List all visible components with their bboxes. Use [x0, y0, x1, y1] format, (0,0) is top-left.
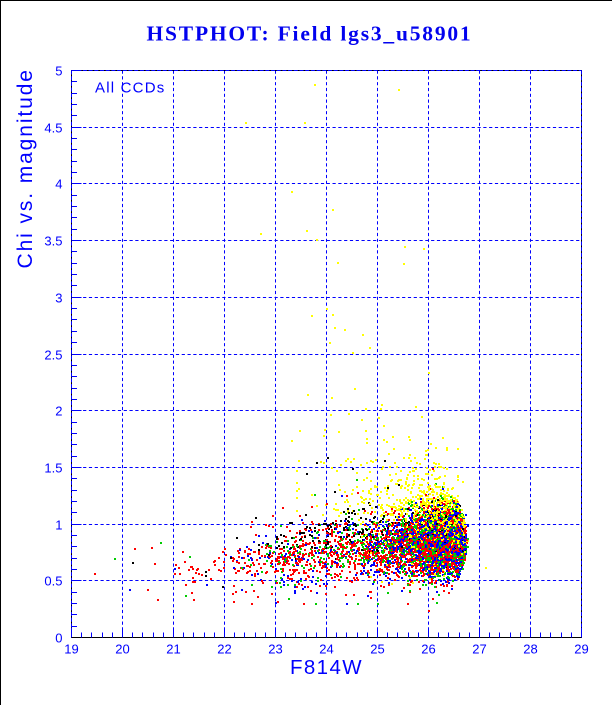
svg-text:23: 23	[268, 642, 282, 657]
svg-text:1.5: 1.5	[44, 461, 62, 476]
svg-text:4: 4	[55, 177, 62, 192]
svg-text:29: 29	[574, 642, 588, 657]
svg-text:3: 3	[55, 291, 62, 306]
svg-text:25: 25	[370, 642, 384, 657]
svg-text:2: 2	[55, 404, 62, 419]
svg-text:HSTPHOT: Field lgs3_u58901: HSTPHOT: Field lgs3_u58901	[147, 22, 473, 46]
svg-text:0: 0	[55, 631, 62, 646]
svg-text:19: 19	[64, 642, 78, 657]
svg-text:22: 22	[217, 642, 231, 657]
svg-text:24: 24	[319, 642, 333, 657]
svg-text:Chi vs. magnitude: Chi vs. magnitude	[14, 68, 37, 268]
svg-text:0.5: 0.5	[44, 574, 62, 589]
svg-text:3.5: 3.5	[44, 234, 62, 249]
svg-text:F814W: F814W	[290, 656, 363, 679]
svg-text:27: 27	[472, 642, 486, 657]
svg-text:2.5: 2.5	[44, 348, 62, 363]
svg-text:21: 21	[166, 642, 180, 657]
svg-text:4.5: 4.5	[44, 121, 62, 136]
svg-text:20: 20	[115, 642, 129, 657]
svg-text:5: 5	[55, 64, 62, 79]
svg-text:1: 1	[55, 518, 62, 533]
svg-text:28: 28	[523, 642, 537, 657]
svg-text:26: 26	[421, 642, 435, 657]
svg-text:All CCDs: All CCDs	[95, 80, 165, 97]
